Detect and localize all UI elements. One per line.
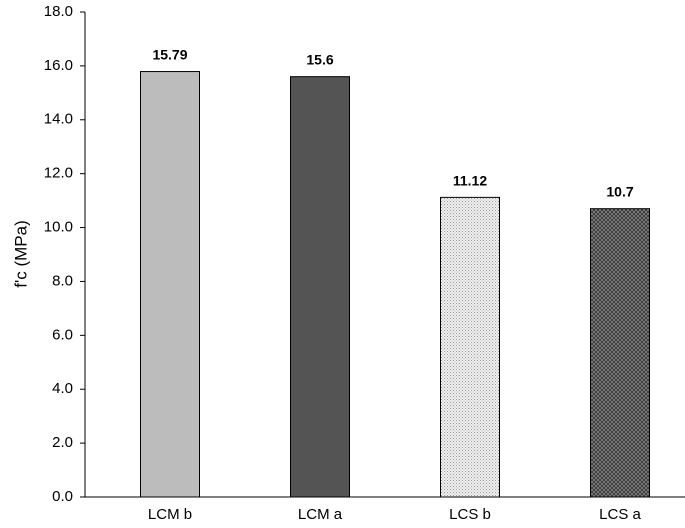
y-tick-label: 0.0 [52, 488, 73, 505]
y-tick-label: 16.0 [44, 57, 73, 74]
bar-lcs-b [440, 196, 500, 498]
bar-lcs-a [590, 208, 650, 498]
bar-lcm-b [140, 71, 200, 498]
bar-data-labels: 15.79 15.6 11.12 10.7 [152, 47, 633, 200]
x-category-label: LCS b [449, 506, 491, 523]
y-tick-label: 12.0 [44, 165, 73, 182]
x-category-label: LCM b [148, 506, 192, 523]
bar-lcm-a [290, 76, 350, 498]
y-tick-label: 2.0 [52, 434, 73, 451]
bar-data-label: 11.12 [453, 172, 487, 188]
y-tick-label: 6.0 [52, 326, 73, 343]
y-tick-label: 18.0 [44, 3, 73, 20]
y-tick-label: 8.0 [52, 272, 73, 289]
x-axis-category-labels: LCM b LCM a LCS b LCS a [148, 506, 642, 523]
y-tick-label: 14.0 [44, 111, 73, 128]
y-tick-label: 4.0 [52, 380, 73, 397]
bar-data-label: 10.7 [606, 184, 633, 200]
y-tick-label: 10.0 [44, 219, 73, 236]
bar-data-label: 15.6 [306, 52, 333, 68]
y-axis-title: f'c (MPa) [11, 220, 30, 287]
bars [140, 71, 650, 498]
bar-data-label: 15.79 [152, 47, 187, 63]
x-category-label: LCS a [599, 506, 641, 523]
x-category-label: LCM a [298, 506, 343, 523]
y-axis-ticks: 0.0 2.0 4.0 6.0 8.0 10.0 12.0 14.0 16.0 18.0 [44, 3, 85, 505]
